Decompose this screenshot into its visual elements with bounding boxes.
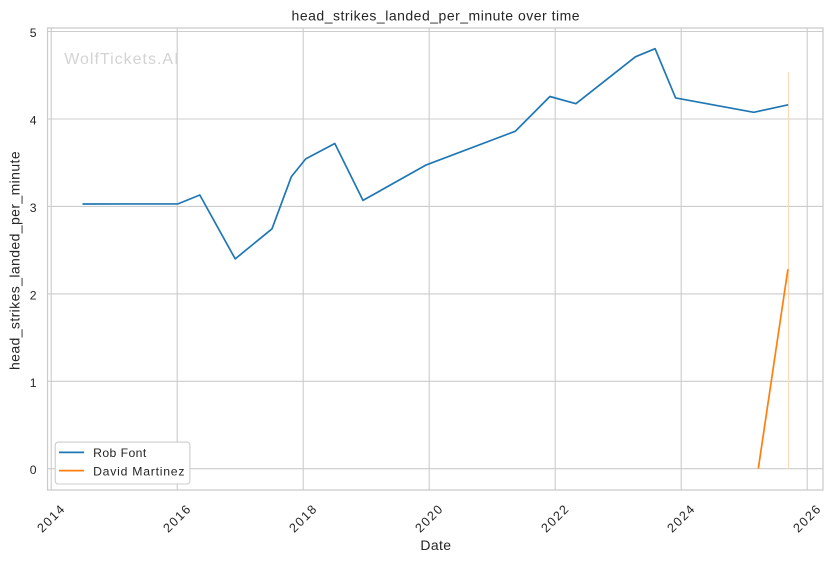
svg-text:head_strikes_landed_per_minute: head_strikes_landed_per_minute over time <box>292 7 581 23</box>
svg-text:4: 4 <box>30 114 37 128</box>
svg-text:2: 2 <box>30 288 37 302</box>
svg-text:5: 5 <box>30 26 37 40</box>
svg-text:0: 0 <box>30 463 37 477</box>
svg-text:David Martinez: David Martinez <box>93 464 185 478</box>
svg-text:Rob Font: Rob Font <box>93 446 147 460</box>
svg-text:Date: Date <box>420 537 451 553</box>
svg-text:1: 1 <box>30 376 37 390</box>
svg-text:WolfTickets.AI: WolfTickets.AI <box>64 51 179 68</box>
svg-text:3: 3 <box>30 201 37 215</box>
svg-text:head_strikes_landed_per_minute: head_strikes_landed_per_minute <box>7 151 23 370</box>
